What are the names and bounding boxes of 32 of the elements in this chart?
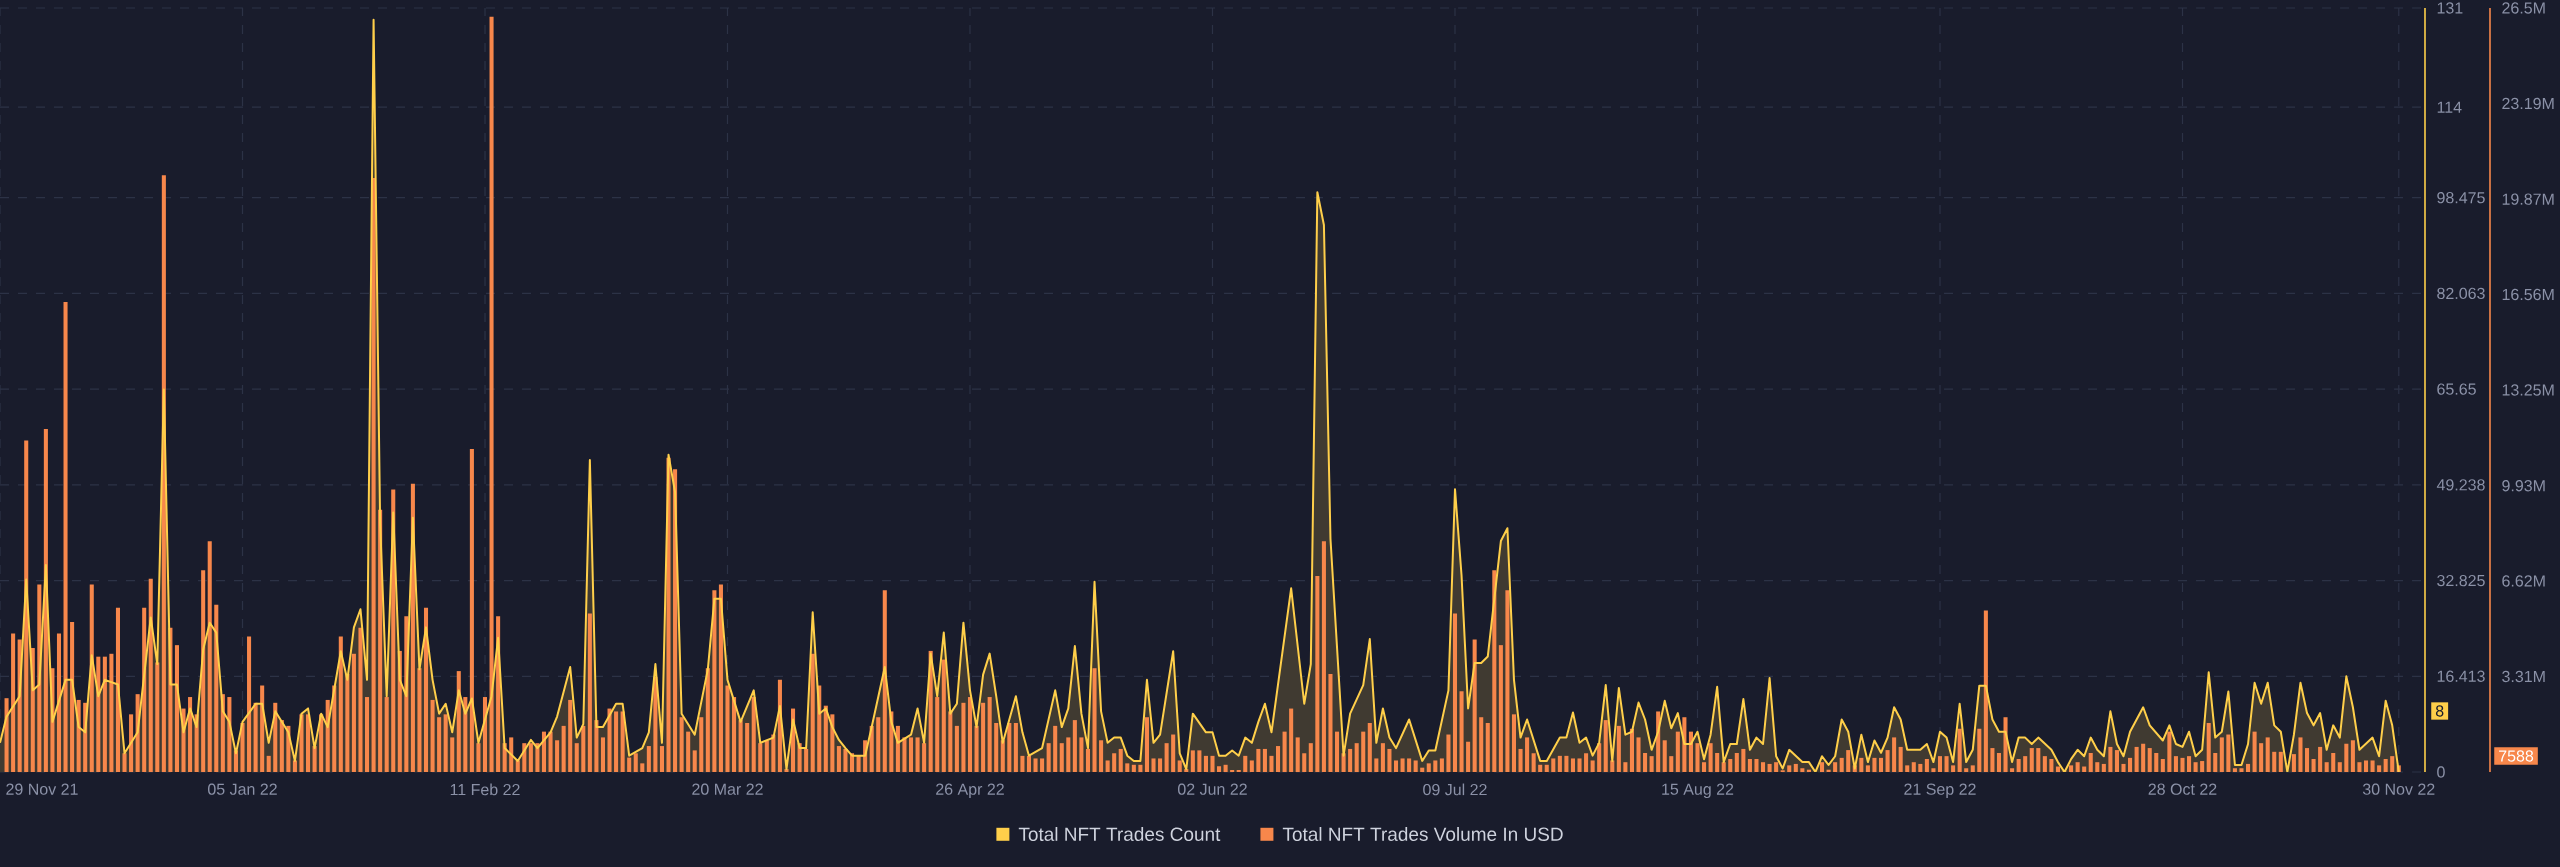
y2-tick-label: 16.56M [2502, 288, 2554, 301]
legend-label: Total NFT Trades Count [1018, 827, 1221, 841]
x-tick-label: 30 Nov 22 [2362, 783, 2435, 795]
text: 7588 [2499, 750, 2534, 762]
y-tick-label: 131 [2437, 2, 2463, 14]
y-tick-label: 16.413 [2437, 670, 2485, 682]
y2-tick-label: 19.87M [2502, 193, 2554, 205]
y-tick-label: 82.063 [2437, 287, 2485, 300]
y-tick-label: 0 [2437, 766, 2445, 778]
y2-tick-label: 23.19M [2502, 97, 2554, 110]
x-tick-label: 28 Oct 22 [2148, 783, 2217, 795]
y-tick-label: 65.65 [2437, 383, 2476, 395]
y2-tick-label: 13.25M [2502, 384, 2554, 396]
y2-tick-label: 9.93M [2502, 480, 2545, 492]
x-tick-label: 11 Feb 22 [450, 783, 520, 796]
x-tick-label: 09 Jul 22 [1423, 783, 1487, 796]
x-tick-label: 21 Sep 22 [1904, 783, 1976, 799]
text: 8 [2435, 705, 2444, 717]
x-tick-label: 02 Jun 22 [1177, 783, 1247, 795]
y2-tick-label: 3.31M [2502, 670, 2545, 683]
y-tick-label: 114 [2437, 101, 2462, 113]
legend-label: Total NFT Trades Volume In USD [1282, 827, 1563, 841]
y-tick-label: 49.238 [2436, 479, 2485, 491]
x-tick-label: 15 Aug 22 [1662, 783, 1734, 799]
x-tick-label: 05 Jan 22 [207, 783, 277, 795]
y-tick-label: 32.825 [2437, 574, 2485, 587]
y2-tick-label: 6.62M [2502, 575, 2545, 587]
y2-tick-label: 26.5M [2502, 2, 2545, 14]
x-tick-label: 29 Nov 21 [6, 783, 78, 795]
y-tick-label: 98.475 [2437, 192, 2485, 204]
x-tick-label: 26 Apr 22 [936, 783, 1004, 799]
x-tick-label: 20 Mar 22 [692, 783, 763, 795]
